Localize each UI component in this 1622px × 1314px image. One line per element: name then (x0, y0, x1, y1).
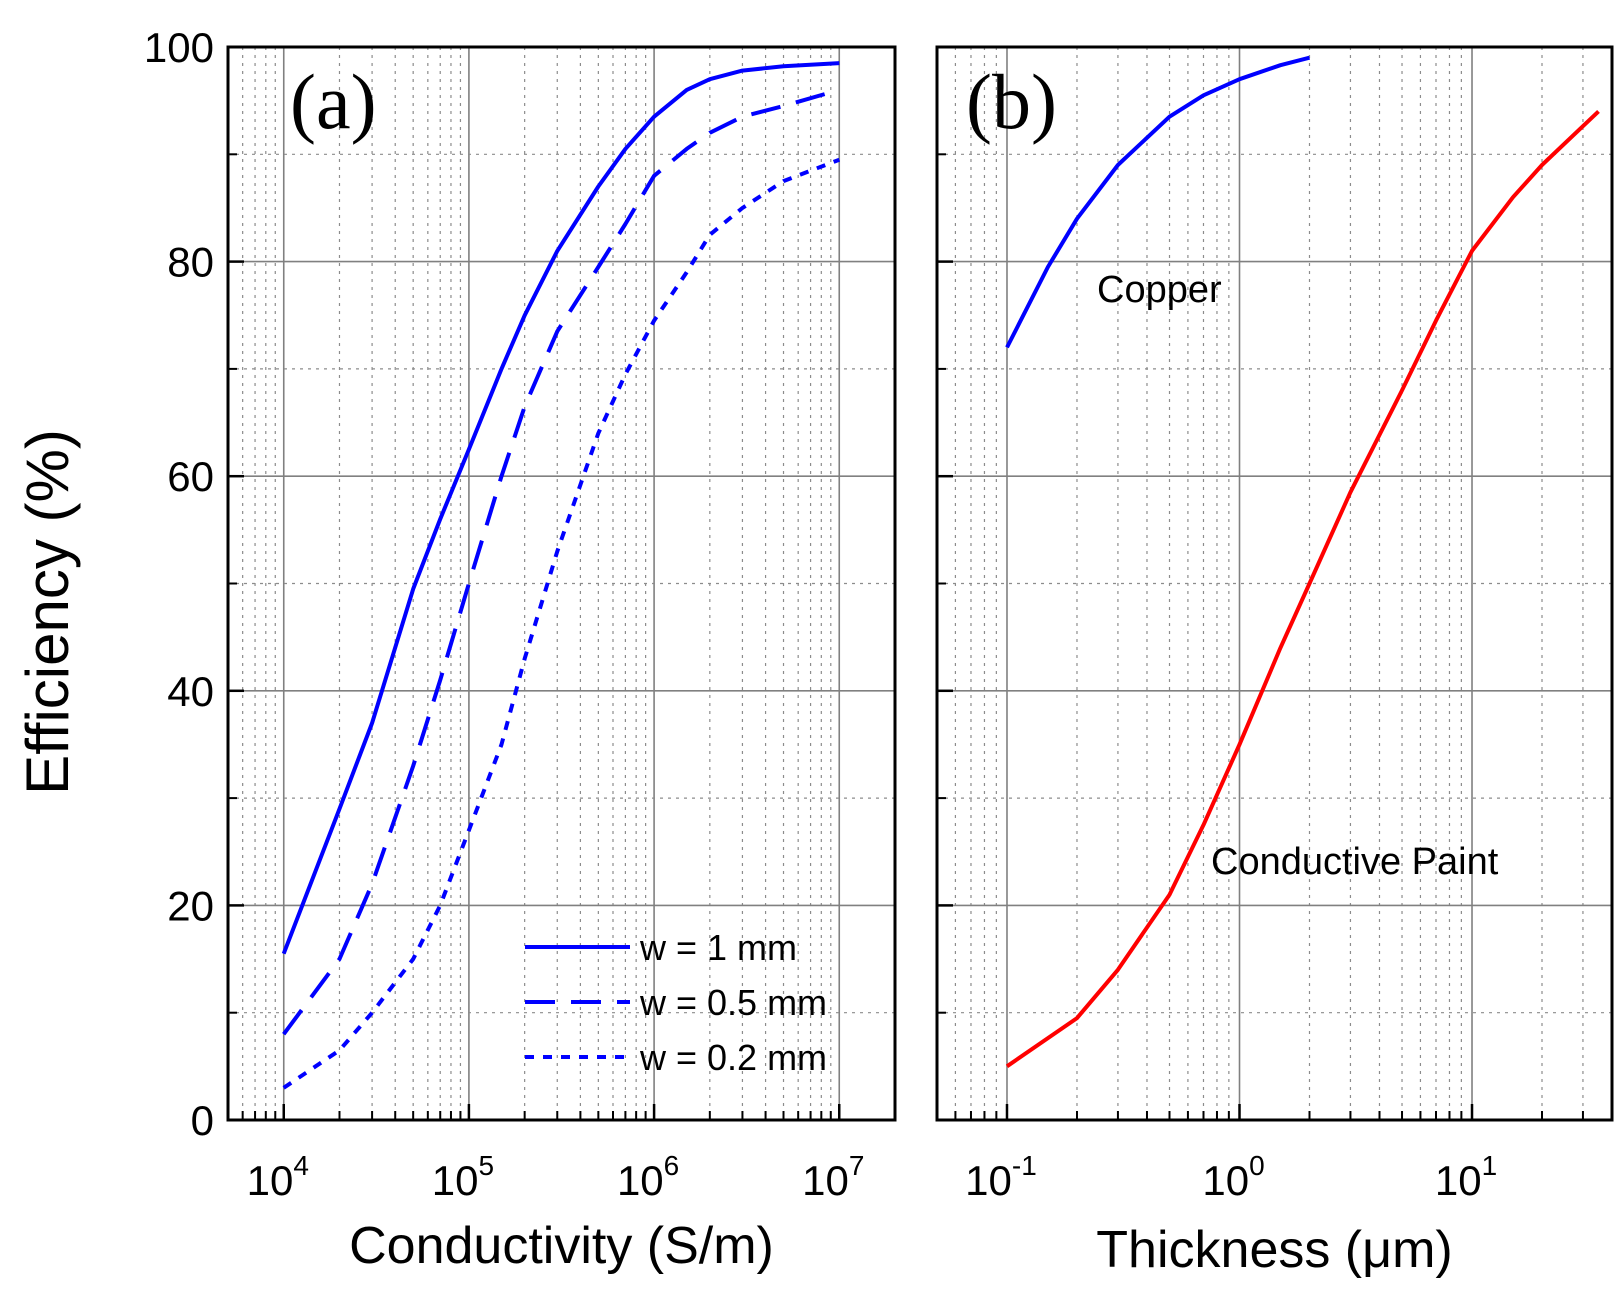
panel-b-series (1005, 55, 1600, 1068)
x-tick-label: 107 (802, 1150, 864, 1204)
x-tick-label: 101 (1435, 1150, 1497, 1204)
panel-a-grid (227, 47, 896, 1120)
panel-a-x-axis-title: Conductivity (S/m) (349, 1217, 774, 1275)
panel-b-x-axis-title: Thickness (μm) (1096, 1221, 1452, 1279)
copper-annotation: Copper (1097, 269, 1222, 311)
x-tick-label: 104 (247, 1150, 309, 1204)
series-line-w-1-mm (281, 61, 840, 955)
panel-b-frame (935, 45, 1614, 1122)
panel-a: 0 20 40 60 80 100 104 105 106 107 (a) Conductivit… (144, 24, 897, 1275)
legend-label: w = 1 mm (639, 927, 797, 968)
x-tick-label: 100 (1202, 1150, 1264, 1204)
panel-b-ticks: 10-1 100 101 (936, 45, 1613, 1204)
panel-a-ticks: 0 20 40 60 80 100 104 105 106 107 (144, 24, 896, 1204)
x-tick-label: 105 (432, 1150, 494, 1204)
y-tick-label: 100 (144, 24, 214, 71)
series-line-w-0-5-mm (282, 87, 840, 1036)
series-line-w-0-2-mm (282, 157, 841, 1090)
y-tick-label: 60 (167, 453, 214, 500)
y-tick-label: 80 (167, 239, 214, 286)
series-line-copper (1005, 55, 1310, 349)
x-tick-label: 106 (617, 1150, 679, 1204)
series-line-conductive-paint (1005, 109, 1600, 1068)
panel-a-label: (a) (290, 58, 377, 145)
y-axis-title: Efficiency (%) (14, 429, 81, 795)
conductive-paint-annotation: Conductive Paint (1211, 841, 1499, 883)
panel-a-series (281, 61, 841, 1090)
x-tick-label: 10-1 (965, 1150, 1037, 1204)
legend-label: w = 0.2 mm (639, 1037, 827, 1078)
panel-b-label: (b) (966, 58, 1057, 145)
panel-b-grid (936, 47, 1613, 1120)
legend: w = 1 mm w = 0.5 mm w = 0.2 mm (525, 927, 827, 1078)
y-tick-label: 40 (167, 668, 214, 715)
panel-a-frame (226, 45, 897, 1122)
legend-label: w = 0.5 mm (639, 982, 827, 1023)
y-tick-label: 0 (191, 1097, 214, 1144)
panel-b: 10-1 100 101 (b) Thickness (μm) Copper Con… (935, 45, 1614, 1279)
y-tick-label: 20 (167, 882, 214, 929)
